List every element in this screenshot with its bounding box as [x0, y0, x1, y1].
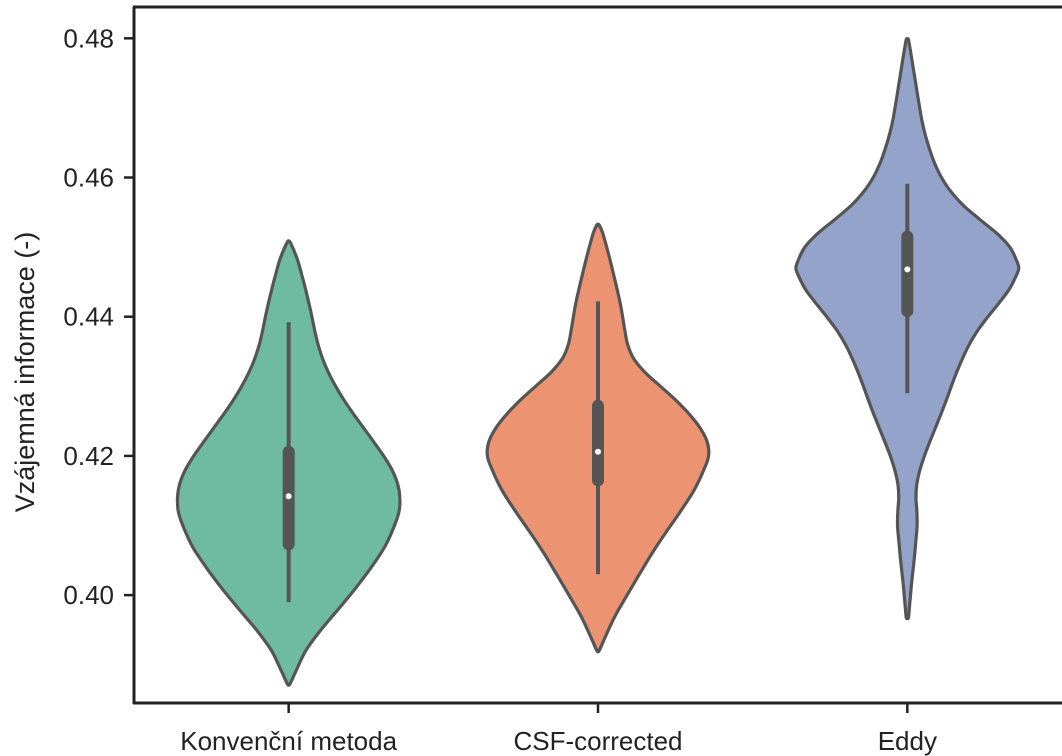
- x-tick-label: Eddy: [878, 726, 937, 756]
- y-tick-label: 0.46: [63, 163, 114, 193]
- median-dot: [595, 448, 601, 455]
- median-dot: [285, 493, 292, 500]
- y-tick-label: 0.44: [63, 302, 114, 332]
- violin-1: [175, 239, 402, 687]
- violin-3: [794, 37, 1021, 621]
- median-dot: [904, 266, 911, 273]
- y-tick-label: 0.42: [63, 441, 114, 471]
- y-tick-label: 0.48: [63, 23, 114, 53]
- violin-2: [485, 222, 711, 654]
- axes-group: 0.40 0.42 0.44 0.46 0.48 Konvenční metoda CSF-…: [63, 5, 1062, 756]
- x-tick-label: Konvenční metoda: [180, 726, 397, 756]
- y-axis-label: Vzájemná informace (-): [10, 232, 40, 513]
- x-tick-label: CSF-corrected: [513, 726, 682, 756]
- violins-group: [175, 37, 1021, 687]
- y-tick-label: 0.40: [63, 580, 114, 610]
